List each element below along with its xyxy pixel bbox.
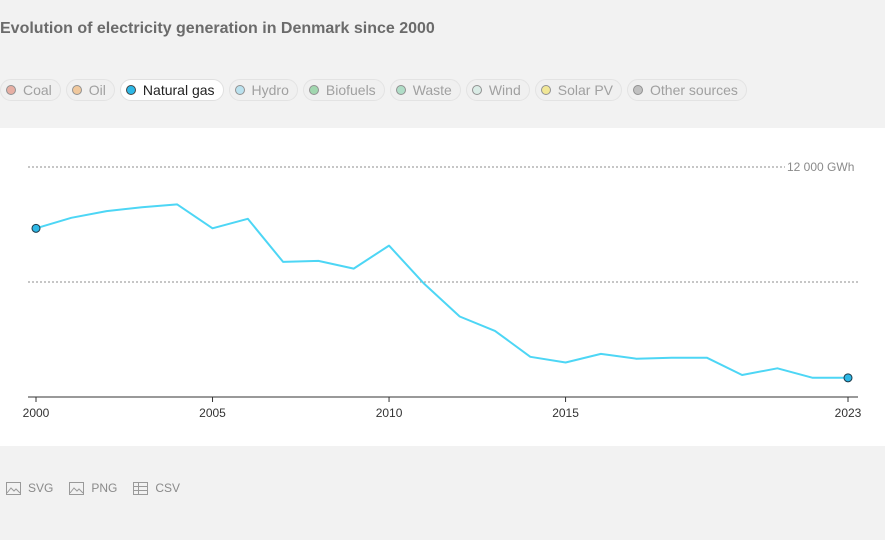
legend-dot-icon: [234, 85, 245, 95]
legend-chip-oil[interactable]: Oil: [65, 79, 115, 101]
legend-dot-icon: [71, 85, 82, 95]
image-icon: [69, 481, 85, 495]
download-svg-label: SVG: [28, 481, 54, 495]
legend-dot-icon: [395, 85, 406, 95]
legend-label: Coal: [23, 82, 52, 98]
legend-dot-icon: [125, 85, 136, 95]
legend-chip-hydro[interactable]: Hydro: [228, 79, 298, 101]
x-axis-tick-label: 2010: [376, 406, 403, 420]
legend: Coal Oil Natural gas Hydro Biofuels Waste Wind…: [0, 79, 747, 101]
legend-chip-waste[interactable]: Waste: [389, 79, 461, 101]
legend-dot-icon: [540, 85, 551, 95]
legend-dot-icon: [471, 85, 482, 95]
x-axis-tick-label: 2015: [552, 406, 579, 420]
legend-chip-coal[interactable]: Coal: [0, 79, 61, 101]
x-axis-tick-label: 2023: [835, 406, 862, 420]
chart-title: Evolution of electricity generation in D…: [0, 20, 435, 37]
legend-label: Hydro: [251, 82, 289, 98]
legend-label: Biofuels: [325, 82, 376, 98]
download-csv-label: CSV: [155, 481, 181, 495]
series-endpoint-marker: [843, 373, 853, 383]
legend-chip-biofuels[interactable]: Biofuels: [302, 79, 385, 101]
line-chart: 12 000 GWh 2000 2005 2010 2015 2023: [23, 160, 862, 420]
legend-dot-icon: [633, 85, 643, 95]
download-csv-button[interactable]: CSV: [133, 481, 180, 495]
download-bar: SVG PNG CSV: [6, 481, 180, 495]
legend-label: Waste: [412, 82, 452, 98]
series-endpoint-marker: [31, 223, 41, 233]
series-line-natural-gas: [35, 203, 848, 379]
y-axis-tick-label: 12 000 GWh: [787, 160, 854, 174]
legend-chip-solar-pv[interactable]: Solar PV: [534, 79, 622, 101]
legend-chip-other-sources[interactable]: Other sources: [627, 79, 747, 101]
chart-panel: 12 000 GWh 2000 2005 2010 2015 2023: [0, 128, 885, 446]
x-axis-tick-label: 2000: [23, 406, 50, 420]
legend-dot-icon: [6, 85, 16, 95]
download-svg-button[interactable]: SVG: [6, 481, 53, 495]
legend-label: Natural gas: [142, 82, 215, 98]
legend-dot-icon: [308, 85, 319, 95]
legend-chip-natural-gas[interactable]: Natural gas: [119, 79, 224, 101]
legend-label: Oil: [88, 82, 106, 98]
legend-label: Other sources: [650, 82, 738, 98]
legend-chip-wind[interactable]: Wind: [465, 79, 530, 101]
legend-label: Wind: [488, 82, 521, 98]
legend-label: Solar PV: [557, 82, 613, 98]
table-icon: [133, 481, 149, 495]
x-axis-tick-label: 2005: [199, 406, 226, 420]
download-png-label: PNG: [91, 481, 118, 495]
image-icon: [6, 481, 21, 495]
download-png-button[interactable]: PNG: [69, 481, 117, 495]
